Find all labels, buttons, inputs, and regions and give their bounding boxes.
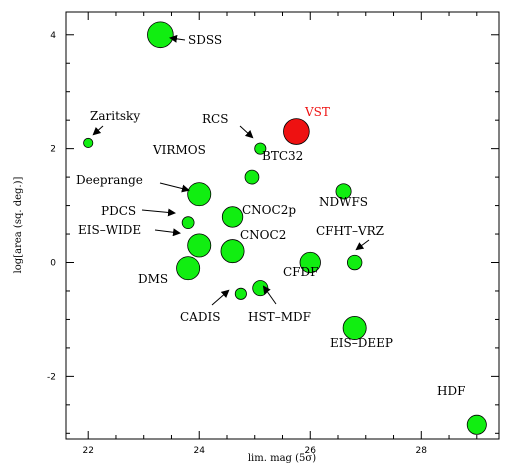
label-vst: VST [304,105,330,119]
point-ndwfs [335,183,352,200]
point-dms [176,256,201,281]
point-cnoc2 [220,239,245,264]
x-axis-title: lim. mag (5σ) [248,453,316,464]
point-labels: SDSS Zaritsky RCS VST BTC32 VIRMOS Deeprange ND… [76,33,465,398]
x-tick-label: 28 [416,446,428,456]
point-rcs [254,142,267,155]
point-cadis [234,287,247,300]
point-pdcs [181,216,195,230]
x-tick-label: 26 [305,446,317,456]
point-hst-mdf [252,280,269,297]
arrow-zaritsky [92,125,104,136]
x-tick-label: 24 [194,446,206,456]
point-btc32 [244,169,260,185]
y-tick-label: 2 [50,145,56,155]
arrow-hst-mdf [262,285,277,305]
arrow-cadis [211,289,230,306]
y-axis-title: log[area (sq. deg.)] [13,176,24,273]
label-hst-mdf: HST–MDF [248,310,311,324]
label-cnoc2p: CNOC2p [242,203,296,217]
x-tick-label: 22 [82,446,93,456]
label-eis-wide: EIS–WIDE [78,223,141,237]
point-cnoc2p [221,206,244,228]
point-eis-deep [342,316,367,340]
point-virmos [187,182,212,207]
label-zaritsky: Zaritsky [90,109,140,123]
point-vst [283,118,310,145]
label-pdcs: PDCS [101,204,136,218]
data-points [83,21,487,435]
y-tick-label: 4 [50,31,56,41]
label-cfht-vrz: CFHT–VRZ [316,224,384,238]
arrow-deeprange [159,182,190,193]
arrow-pdcs [141,208,176,217]
point-sdss [147,21,174,49]
label-btc32: BTC32 [262,149,303,163]
label-eis-deep: EIS–DEEP [330,336,393,350]
point-zaritsky [83,137,94,148]
point-hdf [466,414,487,435]
label-virmos: VIRMOS [152,143,206,157]
point-eis-wide [187,233,212,258]
label-hdf: HDF [437,384,465,398]
label-cfdf: CFDF [283,265,318,279]
label-deeprange: Deeprange [76,173,143,187]
label-dms: DMS [138,272,168,286]
label-cnoc2: CNOC2 [240,228,286,242]
arrow-sdss [169,34,186,43]
point-cfht-vrz [346,254,363,271]
point-cfdf [299,251,321,274]
arrow-eis-wide [154,228,181,237]
arrow-rcs [239,125,254,139]
label-ndwfs: NDWFS [319,195,368,209]
label-rcs: RCS [202,112,228,126]
y-tick-label: -2 [47,372,56,382]
arrow-cfht-vrz [355,239,370,251]
label-cadis: CADIS [180,310,220,324]
label-sdss: SDSS [188,33,222,47]
y-tick-label: 0 [50,259,56,269]
